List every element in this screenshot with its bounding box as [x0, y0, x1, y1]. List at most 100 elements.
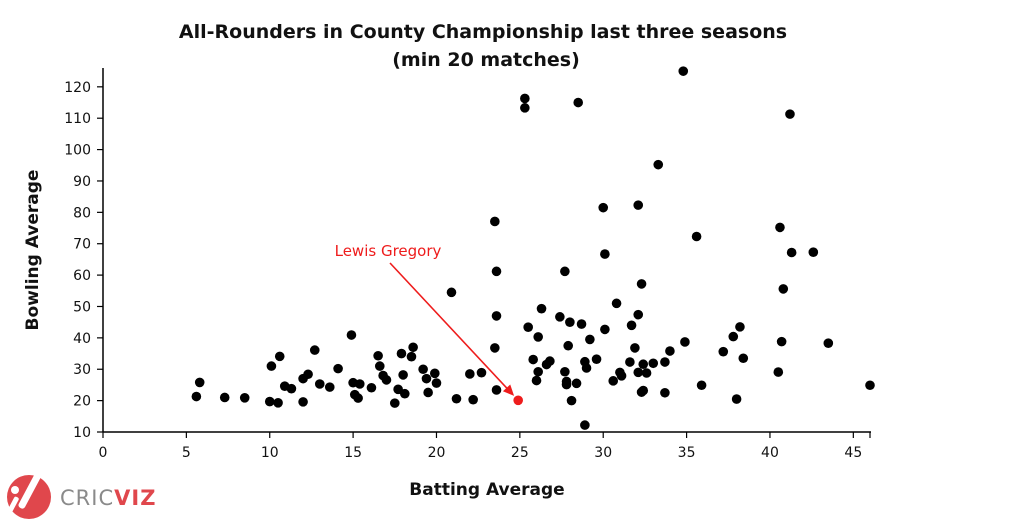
scatter-point: [381, 375, 392, 385]
svg-text:CRICVIZ: CRICVIZ: [60, 486, 156, 510]
scatter-point: [446, 287, 457, 298]
scatter-point: [738, 353, 749, 364]
scatter-point: [808, 247, 819, 257]
scatter-point: [266, 361, 277, 371]
highlight-point: [513, 395, 523, 406]
scatter-point: [581, 363, 592, 373]
highlight-label: Lewis Gregory: [335, 242, 442, 260]
y-tick-label: 20: [73, 394, 91, 410]
scatter-point: [490, 343, 500, 353]
y-axis-title: Bowling Average: [23, 170, 43, 331]
cricviz-logo: CRICVIZ: [7, 473, 156, 519]
scatter-point: [775, 222, 785, 233]
axes: [102, 68, 871, 433]
x-axis-ticks: 0 5 10 15 20 25 30 35 40 45: [99, 432, 871, 461]
y-tick-label: 110: [64, 111, 91, 127]
scatter-point: [786, 247, 797, 258]
scatter-point: [638, 385, 649, 396]
scatter-point: [565, 317, 575, 327]
y-tick-label: 120: [64, 80, 91, 96]
scatter-point: [638, 359, 649, 370]
scatter-point: [718, 346, 729, 357]
scatter-point: [776, 336, 787, 347]
scatter-point: [398, 370, 408, 380]
scatter-point: [648, 358, 659, 369]
scatter-point: [545, 356, 555, 366]
scatter-point: [865, 380, 875, 391]
x-tick-label: 0: [99, 445, 108, 461]
y-tick-label: 100: [64, 143, 91, 159]
scatter-point: [563, 340, 574, 351]
scatter-point: [566, 395, 577, 406]
scatter-point: [346, 330, 357, 340]
scatter-point: [491, 311, 502, 321]
scatter-point: [636, 279, 647, 289]
x-axis-title: Batting Average: [409, 480, 564, 500]
scatter-point: [600, 324, 610, 335]
y-tick-label: 50: [73, 299, 91, 315]
scatter-point: [533, 366, 543, 377]
scatter-point: [523, 322, 533, 332]
y-tick-label: 70: [73, 237, 91, 253]
scatter-point: [576, 319, 587, 329]
scatter-point: [273, 398, 283, 408]
scatter-point: [286, 383, 297, 394]
chart-title-line1: All-Rounders in County Championship last…: [179, 21, 787, 43]
y-tick-label: 10: [73, 425, 91, 441]
scatter-point: [430, 368, 440, 379]
y-tick-label: 90: [73, 174, 91, 190]
scatter-point: [396, 348, 407, 359]
scatter-point: [573, 97, 584, 108]
scatter-point: [298, 397, 308, 407]
x-tick-label: 40: [761, 445, 779, 461]
scatter-point: [476, 367, 487, 378]
scatter-point: [600, 249, 610, 259]
scatter-point: [465, 369, 475, 379]
scatter-point: [491, 385, 502, 395]
scatter-point: [591, 354, 602, 365]
scatter-point: [533, 332, 543, 342]
scatter-point: [451, 393, 462, 404]
scatter-point: [696, 380, 707, 391]
scatter-point: [239, 392, 250, 403]
scatter-point: [264, 396, 275, 407]
y-tick-label: 40: [73, 331, 91, 347]
x-tick-label: 10: [261, 445, 279, 461]
scatter-point: [354, 379, 365, 389]
scatter-point: [580, 420, 590, 430]
scatter-point: [423, 387, 433, 398]
x-tick-label: 30: [594, 445, 612, 461]
scatter-point: [585, 334, 595, 345]
scatter-point: [309, 345, 320, 355]
scatter-point: [219, 392, 230, 403]
scatter-point: [520, 93, 530, 104]
scatter-point: [633, 367, 644, 378]
scatter-point: [641, 368, 652, 378]
scatter-point: [421, 373, 432, 384]
scatter-point: [680, 337, 690, 347]
scatter-point: [823, 338, 834, 348]
scatter-point: [598, 202, 609, 213]
x-tick-label: 15: [344, 445, 362, 461]
scatter-point: [555, 312, 565, 322]
scatter-point: [691, 231, 702, 242]
x-tick-label: 25: [511, 445, 529, 461]
y-tick-label: 80: [73, 205, 91, 221]
scatter-point: [773, 367, 784, 377]
scatter-point: [389, 398, 400, 408]
scatter-point: [194, 377, 205, 388]
data-points: [191, 66, 875, 430]
scatter-point: [785, 109, 795, 119]
scatter-point: [531, 375, 542, 386]
scatter-point: [374, 361, 385, 371]
scatter-point: [353, 393, 363, 403]
x-tick-label: 45: [844, 445, 862, 461]
highlight-annotation: Lewis Gregory: [335, 242, 515, 396]
scatter-point: [611, 298, 622, 309]
scatter-point: [406, 351, 417, 362]
scatter-point: [408, 342, 418, 353]
scatter-point: [728, 331, 739, 342]
scatter-point: [536, 303, 547, 314]
